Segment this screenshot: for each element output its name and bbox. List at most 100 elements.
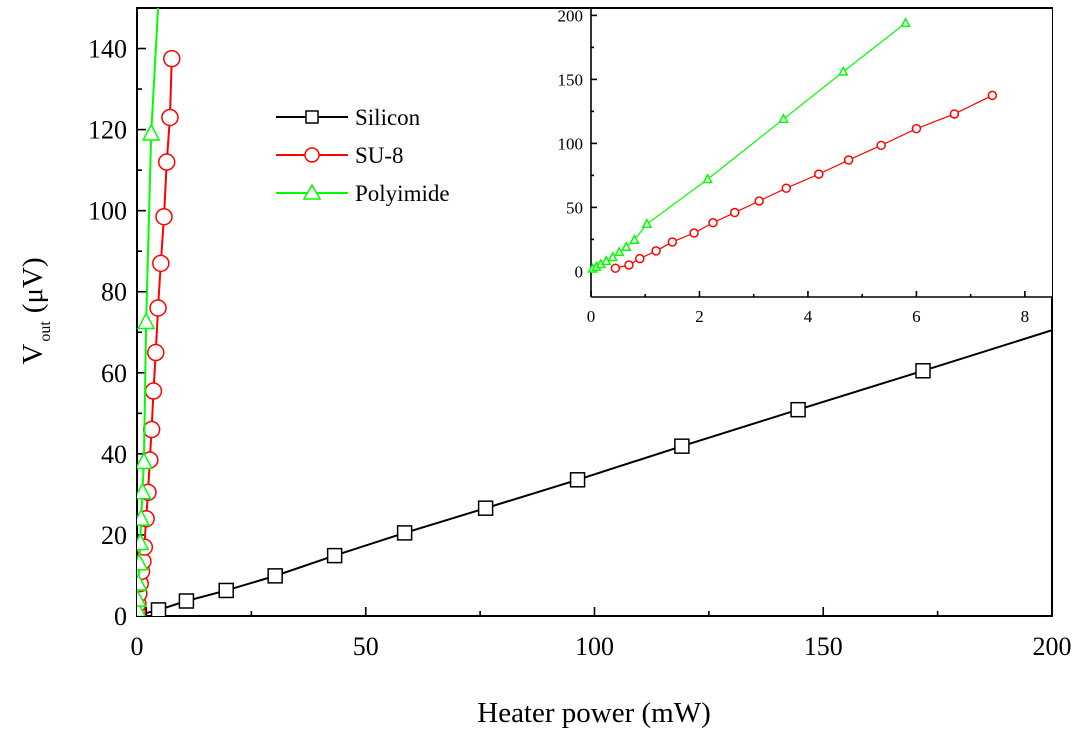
inset-data-point-su8 <box>876 140 886 151</box>
y-tick-label: 80 <box>101 278 127 307</box>
data-point-polyimide <box>137 451 154 470</box>
inset-x-tick-label: 6 <box>912 307 921 326</box>
inset-plot: 0 2 4 6 8 0 50 100 150 200 <box>558 6 1052 326</box>
data-point-polyimide <box>137 552 149 571</box>
x-tick-label: 0 <box>131 632 144 661</box>
inset-data-point-su8 <box>624 260 634 270</box>
inset-data-point-su8 <box>949 109 960 119</box>
data-point-su8 <box>155 207 173 226</box>
data-point-polyimide <box>137 311 156 330</box>
legend: Silicon SU-8 Polyimide <box>276 105 450 206</box>
data-point-su8 <box>142 420 161 439</box>
data-point-silicon <box>915 363 931 379</box>
inset-data-point-su8 <box>708 218 718 228</box>
y-tick-label: 20 <box>101 521 127 550</box>
y-axis-title-unit: (μV) <box>17 257 49 313</box>
y-axis-title-main: V <box>17 344 49 365</box>
data-point-su8 <box>147 343 165 362</box>
inset-data-point-polyimide <box>702 173 713 184</box>
data-point-silicon <box>477 500 494 516</box>
inset-y-tick-label: 150 <box>558 70 584 89</box>
x-axis-title: Heater power (mW) <box>477 697 711 729</box>
inset-axis-ticks: 0 2 4 6 8 0 50 100 150 200 <box>558 6 1030 326</box>
inset-y-tick-label: 100 <box>558 134 584 153</box>
data-point-polyimide <box>137 508 151 526</box>
y-tick-label: 140 <box>88 35 127 64</box>
y-tick-label: 100 <box>88 197 127 226</box>
series-silicon <box>137 329 1052 616</box>
data-point-silicon <box>569 472 586 488</box>
inset-series-polyimide <box>587 17 911 273</box>
svg-text:Vout(μV): Vout (μV) <box>17 257 54 364</box>
inset-data-point-su8 <box>781 183 791 193</box>
inset-data-point-polyimide <box>613 246 625 257</box>
x-tick-label: 150 <box>804 632 843 661</box>
legend-marker-silicon <box>305 110 319 124</box>
inset-data-point-su8 <box>843 155 854 165</box>
legend-label-silicon: Silicon <box>355 105 421 130</box>
legend-marker-polyimide <box>302 183 322 200</box>
inset-y-tick-label: 50 <box>566 198 583 217</box>
data-point-silicon <box>150 602 167 616</box>
y-axis-title: Vout (μV) <box>17 257 54 364</box>
legend-item-silicon: Silicon <box>276 105 421 130</box>
legend-item-su8: SU-8 <box>276 143 404 168</box>
data-point-su8 <box>152 254 170 273</box>
inset-data-point-su8 <box>754 196 764 206</box>
inset-data-point-polyimide <box>641 218 653 228</box>
inset-x-tick-label: 0 <box>587 307 596 326</box>
data-point-silicon <box>326 547 343 564</box>
inset-data-point-polyimide <box>837 65 849 76</box>
data-point-silicon <box>267 568 283 584</box>
inset-y-tick-label: 200 <box>558 6 584 25</box>
x-tick-label: 50 <box>353 632 379 661</box>
inset-data-point-su8 <box>814 169 824 179</box>
inset-series-line-su8 <box>615 94 993 269</box>
inset-data-point-su8 <box>689 228 699 238</box>
data-point-silicon <box>218 582 234 599</box>
inset-data-point-su8 <box>651 246 661 256</box>
inset-data-point-su8 <box>987 90 998 101</box>
inset-series-su8 <box>610 90 998 273</box>
data-point-su8 <box>161 108 179 127</box>
data-point-su8 <box>157 153 176 171</box>
inset-data-point-su8 <box>667 237 678 247</box>
data-point-polyimide <box>137 481 152 500</box>
inset-data-point-polyimide <box>621 241 632 252</box>
legend-label-polyimide: Polyimide <box>355 181 450 206</box>
data-point-su8 <box>149 299 167 317</box>
legend-item-polyimide: Polyimide <box>276 181 450 206</box>
inset-data-point-polyimide <box>900 17 911 28</box>
main-series-group <box>137 8 1052 616</box>
inset-data-point-su8 <box>729 207 740 218</box>
data-point-polyimide <box>137 532 150 551</box>
inset-data-point-polyimide <box>607 251 618 262</box>
data-point-su8 <box>163 49 181 68</box>
x-tick-label: 100 <box>575 632 614 661</box>
data-point-silicon <box>396 525 413 541</box>
inset-data-point-su8 <box>610 263 621 273</box>
inset-data-point-su8 <box>911 123 922 134</box>
inset-frame-bg <box>591 9 1052 297</box>
inset-data-point-polyimide <box>778 113 789 124</box>
inset-x-tick-label: 8 <box>1021 307 1030 326</box>
y-tick-label: 120 <box>88 116 127 145</box>
data-point-polyimide <box>137 589 147 607</box>
inset-data-point-polyimide <box>629 234 640 244</box>
data-point-silicon <box>178 593 195 609</box>
y-tick-label: 0 <box>114 602 127 631</box>
data-point-polyimide <box>137 573 148 591</box>
legend-label-su8: SU-8 <box>355 143 404 168</box>
data-point-su8 <box>144 382 163 400</box>
data-point-silicon <box>674 438 690 454</box>
inset-x-tick-label: 4 <box>804 307 813 326</box>
inset-series-group <box>587 17 998 273</box>
inset-data-point-su8 <box>635 253 645 264</box>
inset-x-tick-label: 2 <box>695 307 704 326</box>
y-tick-label: 60 <box>101 359 127 388</box>
data-point-silicon <box>790 401 806 418</box>
y-tick-label: 40 <box>101 440 127 469</box>
